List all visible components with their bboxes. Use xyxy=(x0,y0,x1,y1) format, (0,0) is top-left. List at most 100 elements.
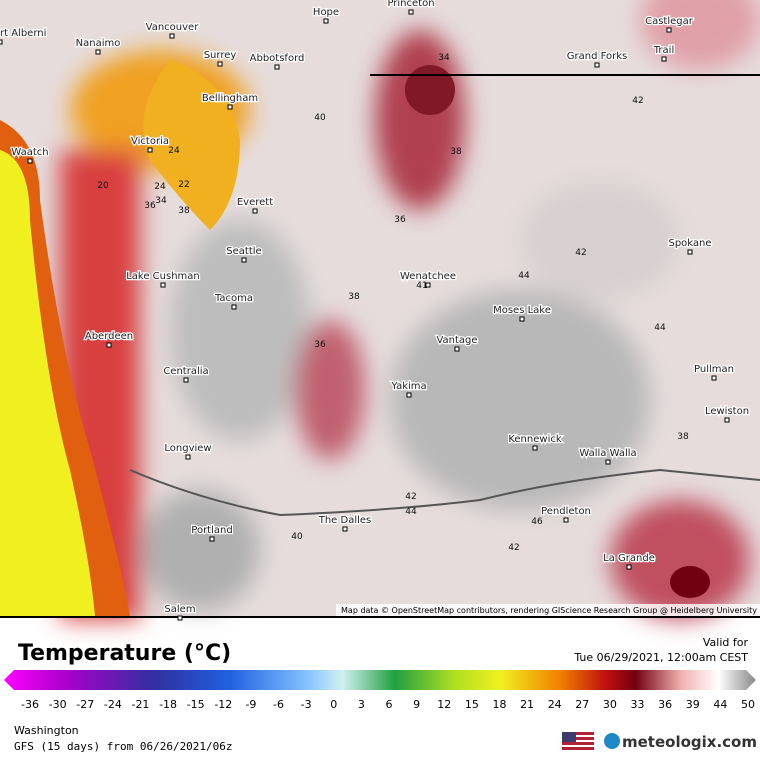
contour-label: 40 xyxy=(291,532,303,542)
legend-tick: 9 xyxy=(413,698,420,711)
legend-tick: 36 xyxy=(658,698,672,711)
city-dot xyxy=(425,282,431,288)
city-label: The Dalles xyxy=(318,515,372,526)
legend-tick: 0 xyxy=(330,698,337,711)
contour-label: 41 xyxy=(416,281,427,291)
city-label: Spokane xyxy=(668,238,711,249)
map: Map data © OpenStreetMap contributors, r… xyxy=(0,0,760,620)
contour-label: 42 xyxy=(508,543,519,553)
contour-label: 38 xyxy=(178,206,190,216)
city-label: Portland xyxy=(191,525,232,536)
city-label: Aberdeen xyxy=(85,331,133,342)
brand: meteologix.com xyxy=(622,733,757,751)
legend-tick: 50 xyxy=(741,698,755,711)
colorbar xyxy=(4,670,756,690)
city-dot xyxy=(594,62,600,68)
city-label: Lewiston xyxy=(705,406,749,417)
city-label: Yakima xyxy=(390,381,426,392)
contour-label: 44 xyxy=(518,271,530,281)
legend-tick: 21 xyxy=(520,698,534,711)
legend-tick: -9 xyxy=(245,698,256,711)
contour-label: 42 xyxy=(405,492,416,502)
city-dot xyxy=(106,342,112,348)
city-label: Lake Cushman xyxy=(126,271,200,282)
city-dot xyxy=(406,392,412,398)
contour-label: 44 xyxy=(654,323,666,333)
legend-tick: 18 xyxy=(492,698,506,711)
map-frame xyxy=(0,616,760,618)
legend-tick: 3 xyxy=(358,698,365,711)
city-dot xyxy=(227,104,233,110)
city-dot xyxy=(160,282,166,288)
legend-tick: 24 xyxy=(548,698,562,711)
city-dot xyxy=(27,158,33,164)
hot-spot xyxy=(670,566,710,598)
city-label: Castlegar xyxy=(645,16,694,27)
legend-tick: -15 xyxy=(187,698,205,711)
model-run: GFS (15 days) from 06/26/2021/06z xyxy=(14,740,233,753)
valid-time: Tue 06/29/2021, 12:00am CEST xyxy=(573,651,748,664)
city-dot xyxy=(252,208,258,214)
contour-label: 36 xyxy=(314,340,326,350)
contour-label: 42 xyxy=(575,248,586,258)
city-dot xyxy=(323,18,329,24)
hot-spot xyxy=(405,65,455,115)
city-dot xyxy=(231,304,237,310)
contour-label: 38 xyxy=(450,147,462,157)
city-label: Bellingham xyxy=(202,93,258,104)
contour-label: 36 xyxy=(144,201,156,211)
city-dot xyxy=(177,615,183,621)
legend-tick: 27 xyxy=(575,698,589,711)
contour-label: 40 xyxy=(314,113,326,123)
city-dot xyxy=(209,536,215,542)
city-dot xyxy=(0,39,3,45)
city-label: Vancouver xyxy=(146,22,200,33)
legend-tick: 39 xyxy=(686,698,700,711)
legend-tick: -36 xyxy=(21,698,39,711)
legend-tick: 15 xyxy=(465,698,479,711)
city-dot xyxy=(519,316,525,322)
attribution-bg xyxy=(336,604,760,616)
city-label: Trail xyxy=(653,45,674,56)
city-dot xyxy=(147,147,153,153)
legend-tick: 6 xyxy=(386,698,393,711)
logo-icon xyxy=(604,733,620,749)
city-label: rt Alberni xyxy=(0,28,46,39)
contour-label: 46 xyxy=(531,517,543,527)
city-label: Moses Lake xyxy=(493,305,551,316)
city-label: Wenatchee xyxy=(400,271,456,282)
city-label: Abbotsford xyxy=(250,53,305,64)
city-label: Princeton xyxy=(387,0,434,9)
city-dot xyxy=(342,526,348,532)
city-label: Nanaimo xyxy=(76,38,121,49)
city-dot xyxy=(687,249,693,255)
city-label: Waatch xyxy=(11,147,48,158)
river xyxy=(129,468,760,517)
legend-tick: 30 xyxy=(603,698,617,711)
contour-label: 22 xyxy=(178,180,189,190)
city-dot xyxy=(185,454,191,460)
city-dot xyxy=(532,445,538,451)
contour-label: 34 xyxy=(155,196,167,206)
contour-label: 38 xyxy=(348,292,360,302)
sound-warm xyxy=(143,60,240,230)
legend-tick: -21 xyxy=(131,698,149,711)
city-dot xyxy=(711,375,717,381)
city-label: Pullman xyxy=(694,364,734,375)
city-dot xyxy=(183,377,189,383)
contour-label: 36 xyxy=(394,215,406,225)
valid-label: Valid for xyxy=(703,636,749,649)
city-label: Pendleton xyxy=(541,506,591,517)
city-dot xyxy=(241,257,247,263)
city-dot xyxy=(217,61,223,67)
city-label: La Grande xyxy=(603,553,655,564)
city-label: Salem xyxy=(164,604,195,615)
city-dot xyxy=(408,9,414,15)
legend-tick: -12 xyxy=(214,698,232,711)
legend-title: Temperature (°C) xyxy=(18,641,231,666)
city-dot xyxy=(95,49,101,55)
city-label: Centralia xyxy=(163,366,208,377)
legend-tick: -3 xyxy=(301,698,312,711)
contour-label: 34 xyxy=(438,53,450,63)
